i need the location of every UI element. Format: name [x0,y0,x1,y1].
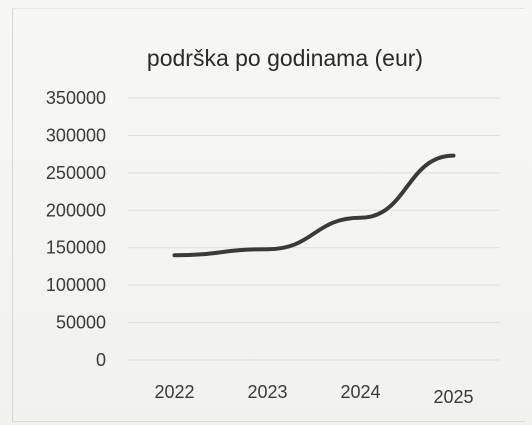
y-axis-ticks: 350000 300000 250000 200000 150000 100000 5000… [46,88,106,370]
y-tick-label: 150000 [46,238,106,258]
y-tick-label: 350000 [46,88,106,108]
y-tick-label: 300000 [46,125,106,145]
x-tick-label: 2022 [154,382,194,402]
x-tick-label: 2024 [340,382,380,402]
x-tick-label: 2023 [247,382,287,402]
x-tick-label: 2025 [433,387,473,407]
chart-title: podrška po godinama (eur) [147,45,423,71]
chart-frame [12,8,525,422]
x-axis-ticks: 2022 2023 2024 2025 [154,382,473,407]
series-group [172,153,456,258]
y-tick-label: 50000 [56,313,106,333]
y-tick-label: 100000 [46,275,106,295]
gridlines [128,97,500,361]
series-line [172,153,456,258]
y-tick-label: 250000 [46,163,106,183]
y-tick-label: 0 [96,350,106,370]
y-tick-label: 200000 [46,200,106,220]
